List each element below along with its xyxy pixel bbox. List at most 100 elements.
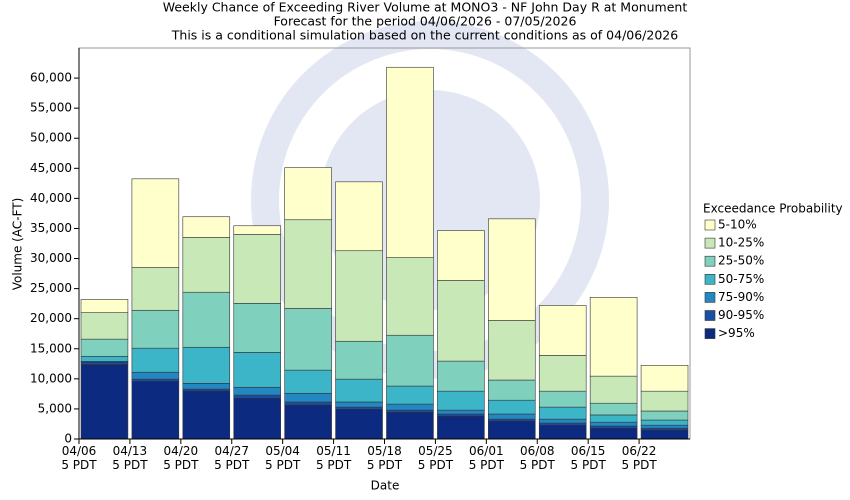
bar-segment xyxy=(80,355,129,362)
bar-segment xyxy=(233,303,281,353)
label-line: 5 PDT xyxy=(214,457,250,471)
legend-label: 50-75% xyxy=(718,272,764,286)
bar-segment xyxy=(80,364,129,440)
bar-segment xyxy=(640,390,689,412)
bar-segment xyxy=(437,280,485,362)
bar-segment xyxy=(640,424,689,429)
y-tick-label: 0 xyxy=(64,432,72,446)
y-tick-label: 45,000 xyxy=(30,161,72,175)
bar-segment xyxy=(386,411,434,440)
bar-segment xyxy=(589,425,638,429)
label-line: 05/04 xyxy=(265,444,300,458)
bar-segment xyxy=(284,308,332,371)
bar-segment xyxy=(386,66,434,258)
y-tick-label: 20,000 xyxy=(30,311,72,325)
bar-segment xyxy=(284,401,332,406)
bar-segment xyxy=(538,406,587,420)
bar-segment xyxy=(233,225,281,235)
bar-segment xyxy=(80,362,129,365)
bar-segment xyxy=(488,399,536,415)
y-tick-label: 50,000 xyxy=(30,131,72,145)
bar-segment xyxy=(488,420,536,440)
legend-title: Exceedance Probability xyxy=(703,202,843,216)
bar-segment xyxy=(640,365,689,392)
y-tick-label: 60,000 xyxy=(30,71,72,85)
bar-segment xyxy=(335,401,383,408)
x-tick-label: 06/08 5 PDT xyxy=(520,444,556,472)
bar-segment xyxy=(538,422,587,426)
bar-segment xyxy=(386,385,434,405)
bar-segment xyxy=(488,413,536,420)
label-line: 5 PDT xyxy=(418,457,454,471)
x-tick-label: 04/13 5 PDT xyxy=(112,444,148,472)
label-line: 5 PDT xyxy=(367,457,403,471)
y-tick-label: 25,000 xyxy=(30,281,72,295)
bar-segment xyxy=(437,390,485,411)
legend-label: 25-50% xyxy=(718,254,764,268)
bar-segment xyxy=(284,392,332,403)
bar-segment xyxy=(386,257,434,336)
chart-subtitle: Forecast for the period 04/06/2026 - 07/… xyxy=(274,14,577,29)
bar-segment xyxy=(589,402,638,416)
legend-label: 10-25% xyxy=(718,236,764,250)
x-tick-label: 04/20 5 PDT xyxy=(163,444,199,472)
bar-segment xyxy=(182,346,231,384)
label-line: 06/08 xyxy=(520,444,555,458)
bar-segment xyxy=(131,380,180,440)
label-line: 05/25 xyxy=(418,444,453,458)
x-tick-label: 04/27 5 PDT xyxy=(214,444,250,472)
bar-segment xyxy=(437,413,485,417)
chart-subtitle: This is a conditional simulation based o… xyxy=(171,28,678,43)
label-line: 5 PDT xyxy=(112,457,148,471)
chart-title: Weekly Chance of Exceeding River Volume … xyxy=(163,0,688,15)
label-line: 04/27 xyxy=(214,444,249,458)
y-tick-label: 10,000 xyxy=(30,371,72,385)
bar-segment xyxy=(386,409,434,413)
bar-segment xyxy=(131,371,180,380)
bar-segment xyxy=(335,340,383,380)
bar-segment xyxy=(233,386,281,396)
legend-swatch xyxy=(704,328,716,339)
label-line: 5 PDT xyxy=(621,457,657,471)
y-tick-label: 55,000 xyxy=(30,101,72,115)
legend-swatch xyxy=(704,219,716,231)
bar-segment xyxy=(182,216,231,238)
legend-swatch xyxy=(704,292,716,303)
bar-segment xyxy=(80,299,129,313)
bar-segment xyxy=(284,219,332,309)
label-line: 05/11 xyxy=(316,444,351,458)
legend-swatch xyxy=(704,255,716,267)
label-line: 5 PDT xyxy=(61,457,97,471)
bar-segment xyxy=(437,409,485,415)
label-line: 5 PDT xyxy=(469,457,505,471)
label-line: 5 PDT xyxy=(316,457,352,471)
bar-segment xyxy=(182,390,231,440)
legend-label: 5-10% xyxy=(718,218,757,232)
bar-segment xyxy=(233,397,281,440)
legend-label: 75-90% xyxy=(718,290,764,304)
x-tick-label: 04/06 5 PDT xyxy=(61,444,97,472)
bar-segment xyxy=(131,378,180,382)
bar-segment xyxy=(131,309,180,349)
x-tick-label: 05/04 5 PDT xyxy=(265,444,301,472)
legend-swatch xyxy=(704,237,716,249)
bar-segment xyxy=(284,404,332,440)
bar-segment xyxy=(538,355,587,392)
x-tick-label: 06/01 5 PDT xyxy=(469,444,505,472)
bar-segment xyxy=(538,424,587,440)
bar-segment xyxy=(335,181,383,252)
label-line: 04/20 xyxy=(164,444,199,458)
label-line: 5 PDT xyxy=(520,457,556,471)
bar-segment xyxy=(538,390,587,408)
legend-swatch xyxy=(704,310,716,321)
bar-segment xyxy=(589,414,638,423)
legend-label: 90-95% xyxy=(718,308,764,322)
bar-segment xyxy=(131,347,180,373)
bar-segment xyxy=(488,379,536,401)
y-tick-label: 40,000 xyxy=(30,191,72,205)
bar-segment xyxy=(437,360,485,392)
label-line: 06/15 xyxy=(571,444,606,458)
label-line: 05/18 xyxy=(367,444,402,458)
y-tick-label: 35,000 xyxy=(30,221,72,235)
